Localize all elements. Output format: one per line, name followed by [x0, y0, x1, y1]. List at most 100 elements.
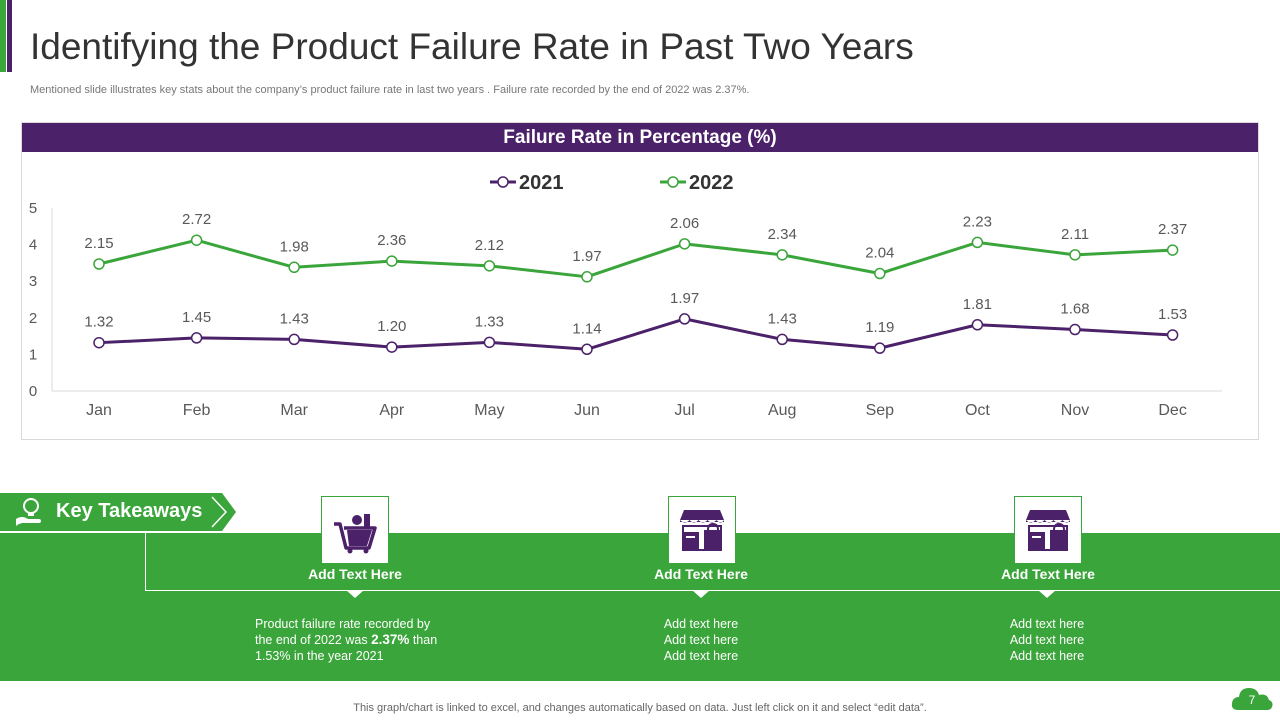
takeaway-1-title: Add Text Here — [308, 566, 402, 582]
x-tick-label: Jun — [574, 402, 600, 419]
data-label-2021: 1.19 — [865, 319, 894, 336]
data-point-2022 — [678, 238, 691, 250]
store-bags-icon-box — [668, 496, 736, 564]
x-tick-label: Sep — [866, 402, 895, 419]
data-point-2021 — [971, 319, 984, 331]
y-tick-label: 4 — [29, 237, 37, 254]
data-label-2022: 2.15 — [84, 235, 113, 252]
data-label-2021: 1.33 — [475, 313, 504, 330]
data-point-2022 — [971, 236, 984, 249]
data-point-2022 — [776, 249, 788, 261]
y-tick-label: 1 — [29, 346, 37, 363]
data-label-2021: 1.43 — [280, 310, 309, 327]
takeaway-1-pointer — [346, 590, 364, 598]
data-label-2021: 1.43 — [768, 310, 797, 327]
takeaway-2-text: Add text here Add text here Add text her… — [663, 617, 739, 663]
data-point-2022 — [190, 234, 203, 246]
takeaways-label: Key Takeaways — [56, 500, 203, 522]
divider-line — [145, 590, 1280, 591]
page-number: 7 — [1249, 693, 1256, 707]
page-title: Identifying the Product Failure Rate in … — [30, 26, 914, 67]
data-point-2021 — [190, 332, 203, 344]
data-point-2021 — [776, 333, 788, 346]
x-tick-label: Apr — [379, 402, 405, 419]
data-point-2021 — [678, 313, 691, 325]
data-label-2021: 1.68 — [1060, 301, 1089, 318]
data-label-2022: 2.72 — [182, 211, 211, 228]
data-label-2022: 2.06 — [670, 215, 699, 232]
takeaway-3-title: Add Text Here — [1001, 566, 1095, 582]
data-point-2021 — [874, 342, 886, 354]
data-label-2021: 1.32 — [84, 314, 113, 331]
data-label-2022: 1.98 — [280, 238, 309, 255]
series-line-2022 — [98, 238, 1173, 279]
failure-rate-line-chart[interactable]: 0 1 2 3 4 5 Jan Feb Mar Apr May Jun Jul Aug Sep Oct Nov D… — [0, 0, 1280, 450]
data-point-2021 — [386, 341, 398, 353]
data-point-2021 — [288, 333, 300, 346]
takeaway-2-pointer — [692, 590, 710, 598]
data-point-2021 — [1069, 323, 1081, 336]
takeaways-tag — [0, 493, 236, 531]
legend-marker-2022 — [667, 176, 679, 188]
data-label-2022: 2.12 — [475, 237, 504, 254]
x-tick-label: Jul — [674, 402, 694, 419]
data-point-2021 — [483, 336, 496, 349]
x-tick-label: Jan — [86, 402, 112, 419]
data-point-2022 — [386, 255, 398, 267]
data-point-2022 — [483, 260, 496, 272]
data-label-2021: 1.45 — [182, 309, 211, 326]
y-tick-label: 2 — [29, 310, 37, 327]
takeaway-1-text: Product failure rate recorded by the end… — [255, 617, 438, 663]
chart-panel[interactable]: Failure Rate in Percentage (%) — [21, 122, 1259, 440]
data-point-2021 — [93, 336, 105, 349]
data-point-2022 — [581, 271, 593, 283]
takeaway-3-pointer — [1038, 590, 1056, 598]
store-bags-icon — [1026, 510, 1070, 551]
x-tick-label: Mar — [280, 402, 308, 419]
y-tick-label: 5 — [29, 200, 37, 217]
x-tick-label: Feb — [183, 402, 211, 419]
store-bags-icon-box-2 — [1014, 496, 1082, 564]
data-label-2022: 2.23 — [963, 213, 992, 230]
data-label-2021: 1.97 — [670, 290, 699, 307]
data-label-2021: 1.14 — [572, 320, 601, 337]
legend-label-2022: 2022 — [689, 172, 734, 194]
legend-label-2021: 2021 — [519, 172, 564, 194]
chart-title: Failure Rate in Percentage (%) — [22, 123, 1258, 152]
x-tick-label: May — [474, 402, 504, 419]
data-point-2022 — [93, 258, 105, 270]
data-label-2022: 2.11 — [1061, 226, 1089, 243]
data-label-2021: 1.53 — [1158, 306, 1187, 323]
shopping-basket-icon — [334, 514, 377, 554]
takeaway-3-text: Add text here Add text here Add text her… — [1009, 617, 1085, 663]
data-label-2021: 1.81 — [963, 296, 992, 313]
y-tick-label: 0 — [29, 383, 37, 400]
title-accent-bar — [0, 0, 12, 72]
connector-line — [145, 531, 146, 591]
legend-marker-2021 — [497, 176, 509, 188]
lightbulb-icon — [16, 498, 41, 526]
data-label-2022: 2.36 — [377, 232, 406, 249]
data-point-2022 — [288, 261, 300, 274]
series-line-2021 — [98, 317, 1173, 351]
y-tick-label: 3 — [29, 273, 37, 290]
shopping-basket-icon-box — [321, 496, 389, 564]
data-label-2021: 1.20 — [377, 318, 406, 335]
data-point-2022 — [874, 267, 886, 280]
data-point-2022 — [1069, 249, 1081, 261]
store-bags-icon — [680, 510, 724, 551]
page-subtitle: Mentioned slide illustrates key stats ab… — [30, 84, 750, 96]
x-tick-label: Nov — [1061, 402, 1089, 419]
x-tick-label: Dec — [1158, 402, 1186, 419]
x-tick-label: Oct — [965, 402, 990, 419]
footer-note: This graph/chart is linked to excel, and… — [353, 702, 927, 714]
data-point-2021 — [581, 343, 593, 356]
x-tick-label: Aug — [768, 402, 796, 419]
data-point-2022 — [1166, 244, 1179, 256]
data-point-2021 — [1166, 329, 1179, 341]
page-number-badge: 7 — [1231, 688, 1273, 710]
data-label-2022: 1.97 — [572, 248, 601, 265]
data-label-2022: 2.34 — [768, 226, 797, 243]
data-label-2022: 2.37 — [1158, 221, 1187, 238]
takeaway-2-title: Add Text Here — [654, 566, 748, 582]
